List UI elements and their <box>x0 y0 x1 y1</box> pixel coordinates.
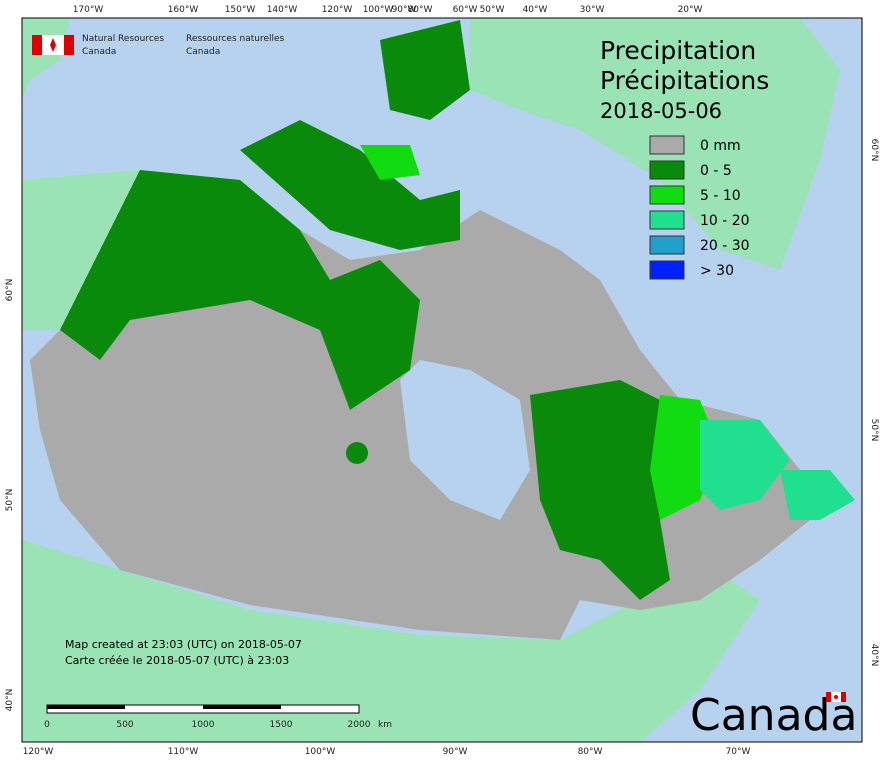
longitude-label: 80°W <box>578 747 603 757</box>
legend-swatch <box>649 235 685 255</box>
precip-0-5 <box>60 170 420 410</box>
precip-10-20 <box>700 420 790 510</box>
longitude-label: 140°W <box>267 5 298 15</box>
legend-swatch <box>649 185 685 205</box>
longitude-label: 90°W <box>392 5 417 15</box>
scale-label: 2000 <box>348 720 371 730</box>
longitude-label: 50°W <box>480 5 505 15</box>
note: Map created at 23:03 (UTC) on 2018-05-07 <box>65 638 302 651</box>
legend-label: > 30 <box>700 263 734 279</box>
scale-label: 500 <box>116 720 133 730</box>
land <box>22 18 855 742</box>
legend-swatch <box>649 210 685 230</box>
longitude-label: 40°W <box>523 5 548 15</box>
precip-10-20 <box>780 470 855 520</box>
hudson-bay <box>400 360 530 520</box>
latitude-label: 50°N <box>869 419 879 442</box>
longitude-label: 100°W <box>305 747 336 757</box>
latitude-label: 60°N <box>5 279 15 302</box>
longitude-label: 20°W <box>678 5 703 15</box>
longitude-label: 120°W <box>322 5 353 15</box>
longitude-label: 30°W <box>580 5 605 15</box>
legend-label: 5 - 10 <box>700 188 741 204</box>
longitude-label: 150°W <box>225 5 256 15</box>
scale-label: 0 <box>44 720 50 730</box>
latitude-label: 40°N <box>5 689 15 712</box>
longitude-label: 160°W <box>168 5 199 15</box>
latitude-label: 50°N <box>5 489 15 512</box>
longitude-label: 170°W <box>73 5 104 15</box>
precip-0-5 <box>530 380 680 600</box>
usa <box>22 540 760 742</box>
precip-0-5 <box>240 120 460 250</box>
scale-bar <box>46 704 360 714</box>
longitude-label: 60°W <box>453 5 478 15</box>
alaska <box>22 170 140 330</box>
scale-unit: km <box>378 720 392 730</box>
title-en: Precipitation <box>600 36 756 65</box>
longitude-label: 120°W <box>23 747 54 757</box>
agency-fr: Ressources naturelles <box>186 34 285 44</box>
legend-label: 0 mm <box>700 138 741 154</box>
agency-fr: Canada <box>186 47 220 57</box>
latitude-label: 60°N <box>869 139 879 162</box>
longitude-label: 90°W <box>443 747 468 757</box>
map-frame <box>21 17 863 743</box>
legend-swatch <box>649 135 685 155</box>
longitude-label: 100°W <box>363 5 394 15</box>
title-fr: Précipitations <box>600 66 769 95</box>
precip-0-5 <box>346 442 368 464</box>
agency-en: Natural Resources <box>82 34 164 44</box>
flag-logo <box>32 35 74 55</box>
longitude-label: 70°W <box>726 747 751 757</box>
note: Carte créée le 2018-05-07 (UTC) à 23:03 <box>65 654 289 667</box>
legend-label: 10 - 20 <box>700 213 750 229</box>
wordmark-flag <box>826 692 846 702</box>
longitude-label: 110°W <box>168 747 199 757</box>
precip-5-10 <box>360 145 420 180</box>
title-date: 2018-05-06 <box>600 99 722 123</box>
legend-swatch <box>649 260 685 280</box>
longitude-label: 80°W <box>408 5 433 15</box>
scale-label: 1000 <box>192 720 215 730</box>
legend-swatch <box>649 160 685 180</box>
precip-0-5 <box>380 20 470 120</box>
latitude-label: 40°N <box>869 644 879 667</box>
legend-label: 20 - 30 <box>700 238 750 254</box>
legend-label: 0 - 5 <box>700 163 732 179</box>
scale-label: 1500 <box>270 720 293 730</box>
agency-en: Canada <box>82 47 116 57</box>
